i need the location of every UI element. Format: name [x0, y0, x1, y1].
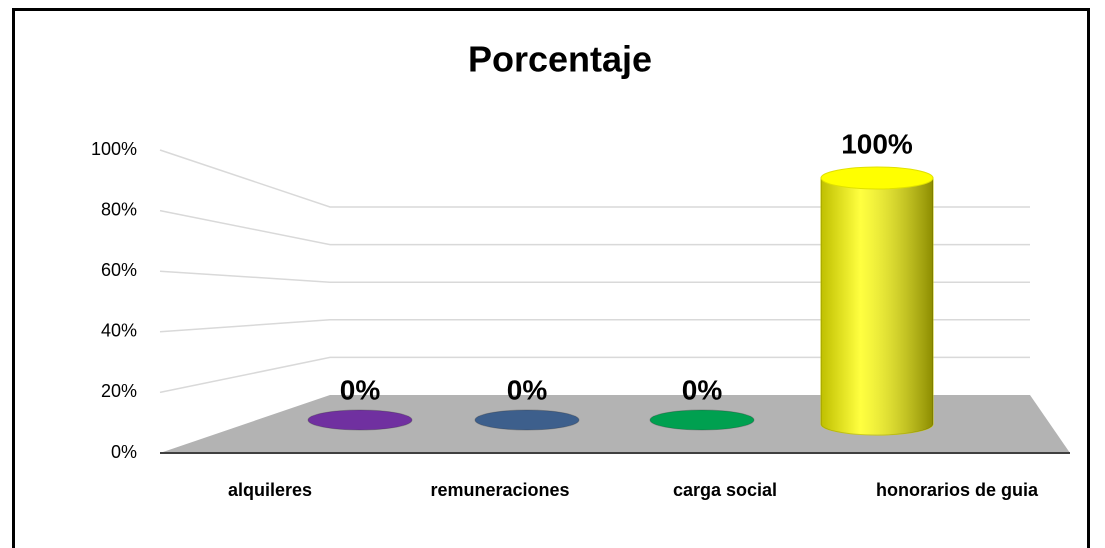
data-label: 0% — [340, 374, 381, 405]
grid-line — [159, 209, 1030, 246]
y-tick-label: 20% — [101, 381, 137, 401]
x-tick-label: alquileres — [227, 480, 313, 500]
bar-top — [820, 166, 934, 190]
y-tick-label: 0% — [111, 442, 137, 462]
x-tick-label: carga social — [672, 480, 778, 500]
x-tick-label: honorarios de guia — [875, 480, 1039, 500]
grid-line — [159, 319, 1030, 333]
bar — [307, 409, 413, 431]
y-tick-label: 40% — [101, 321, 137, 341]
x-tick-label: remuneraciones — [430, 480, 570, 500]
grid-line — [159, 270, 1030, 283]
y-tick-label: 60% — [101, 260, 137, 280]
data-label: 100% — [841, 128, 913, 159]
bar — [474, 409, 580, 431]
chart-title: Porcentaje — [468, 39, 652, 80]
y-tick-label: 80% — [101, 199, 137, 219]
data-label: 0% — [507, 374, 548, 405]
chart-frame — [12, 8, 1090, 548]
data-label: 0% — [682, 374, 723, 405]
y-tick-label: 100% — [91, 139, 137, 159]
grid-line — [159, 149, 1030, 208]
bar-shade — [821, 178, 933, 435]
grid-line — [159, 356, 1030, 394]
bar — [649, 409, 755, 431]
